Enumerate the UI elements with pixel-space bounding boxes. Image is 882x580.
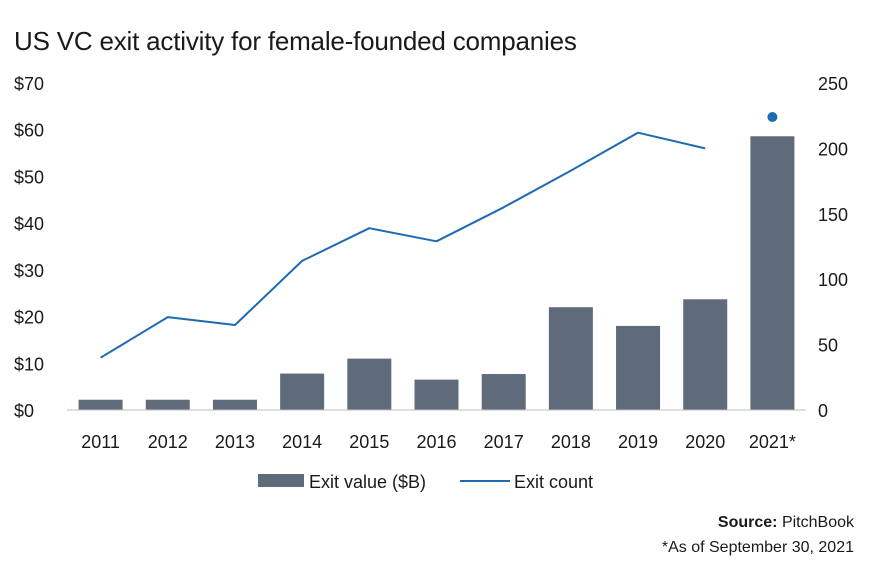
bar-exit-value-2014	[280, 373, 325, 410]
bar-exit-value-2016	[414, 379, 459, 410]
x-axis-tick-label: 2018	[551, 432, 591, 452]
bar-exit-value-2013	[212, 399, 257, 410]
footnote: *As of September 30, 2021	[661, 539, 854, 556]
x-axis-tick-label: 2011	[81, 432, 120, 452]
source-note: Source: PitchBook	[718, 514, 854, 532]
bar-exit-value-2017	[481, 374, 526, 410]
left-axis-tick-label: $70	[14, 74, 44, 94]
chart-plot: $0$10$20$30$40$50$60$70 050100150200250 …	[14, 74, 848, 492]
left-axis-tick-label: $40	[14, 214, 44, 234]
left-axis-tick-label: $20	[14, 308, 44, 328]
legend-label-exit-value: Exit value ($B)	[309, 472, 426, 492]
left-axis: $0 $10 $20 $30 $40 $50 $60 $70	[14, 74, 44, 421]
right-axis-tick-label: 50	[818, 336, 838, 356]
chart-title: US VC exit activity for female-founded c…	[14, 26, 577, 56]
bar-exit-value-2020	[683, 299, 728, 410]
legend-label-exit-count: Exit count	[514, 472, 593, 492]
source-label: Source:	[717, 514, 778, 531]
x-axis-tick-label: 2017	[484, 432, 524, 452]
x-axis-tick-label: 2020	[685, 432, 725, 452]
bar-exit-value-2019	[616, 325, 661, 410]
x-axis-tick-label: 2012	[148, 432, 188, 452]
right-axis-tick-label: 250	[818, 74, 848, 94]
left-axis-tick-label: $50	[14, 167, 44, 187]
x-axis-tick-label: 2013	[215, 432, 255, 452]
legend-swatch-exit-value	[258, 474, 304, 487]
right-axis-tick-label: 100	[818, 270, 848, 290]
bar-exit-value-2015	[347, 358, 392, 410]
x-axis-tick-label: 2014	[282, 432, 322, 452]
bar-exit-value-2021	[750, 136, 795, 411]
bar-exit-value-2012	[145, 399, 190, 410]
left-axis-tick-label: $10	[14, 354, 44, 374]
right-axis: 0 50 100 150 200 250	[818, 74, 848, 421]
x-axis-tick-label: 2015	[349, 432, 389, 452]
x-axis-ticks: 2011 2012 2013 2014 2015 2016 2017 2018 2019 2020…	[81, 432, 796, 452]
right-axis-tick-label: 0	[818, 401, 828, 421]
x-axis-tick-label: 2019	[618, 432, 658, 452]
line-series	[100, 112, 778, 359]
legend: Exit value ($B) Exit count	[258, 472, 593, 492]
x-axis-tick-label: 2021*	[749, 432, 796, 452]
x-axis-tick-label: 2016	[416, 432, 456, 452]
right-axis-tick-label: 150	[818, 205, 848, 225]
bar-exit-value-2018	[548, 307, 593, 410]
left-axis-tick-label: $0	[14, 401, 34, 421]
left-axis-tick-label: $60	[14, 121, 44, 141]
source-value: PitchBook	[781, 514, 854, 531]
right-axis-tick-label: 200	[818, 139, 848, 159]
bar-exit-value-2011	[78, 399, 123, 410]
line-exit-count	[100, 131, 706, 359]
bar-series	[78, 136, 795, 411]
left-axis-tick-label: $30	[14, 261, 44, 281]
point-exit-count-2021	[767, 112, 778, 123]
